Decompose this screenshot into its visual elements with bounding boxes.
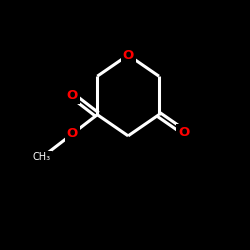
Text: O: O: [178, 126, 190, 138]
Text: O: O: [122, 48, 134, 62]
Text: O: O: [67, 128, 78, 140]
Text: CH₃: CH₃: [32, 152, 50, 162]
Text: O: O: [67, 89, 78, 102]
